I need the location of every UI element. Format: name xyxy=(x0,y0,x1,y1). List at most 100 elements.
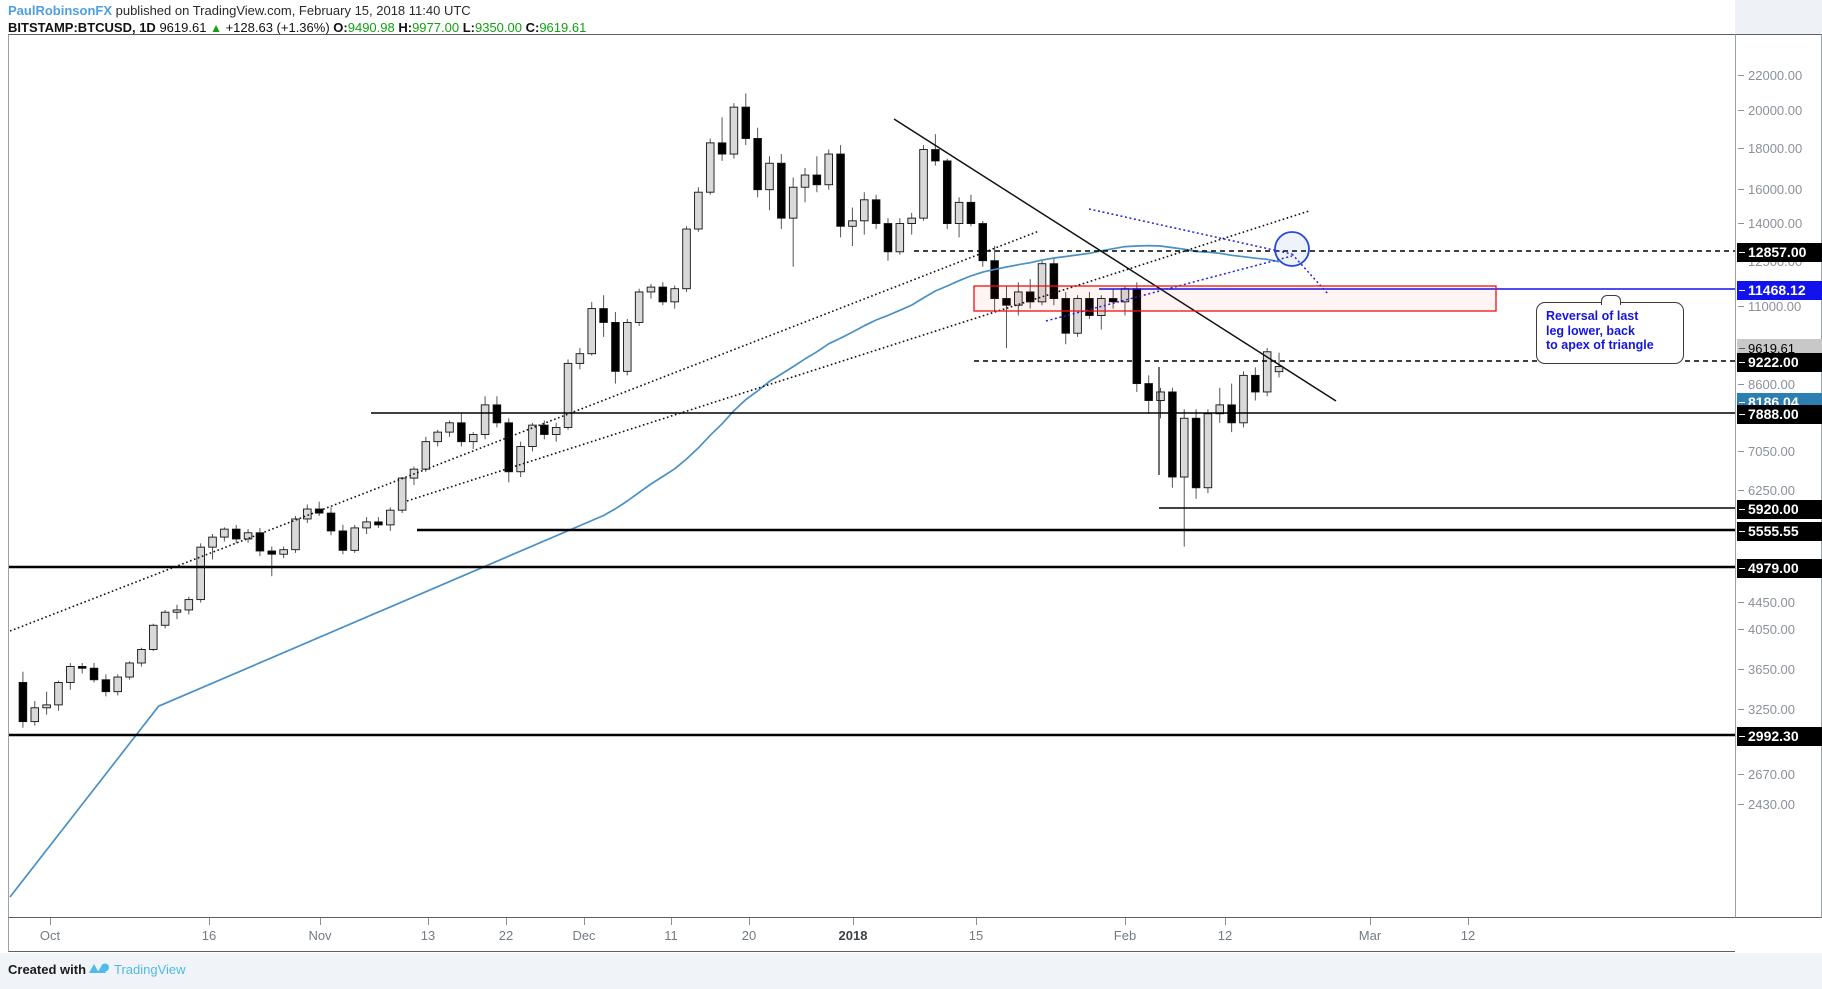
price-tick: 16000.00 xyxy=(1736,182,1802,198)
time-tick-label: 12 xyxy=(1460,928,1476,943)
candle-body xyxy=(694,191,703,230)
annotation-callout[interactable]: Reversal of last leg lower, back to apex… xyxy=(1536,295,1684,364)
price-level-label[interactable]: 11468.12 xyxy=(1737,281,1822,300)
candle-body xyxy=(646,286,656,293)
footer-bar: Created with TradingView xyxy=(0,953,1822,989)
candle-body xyxy=(1014,291,1023,306)
candle-body xyxy=(314,508,324,514)
price-change: +128.63 (+1.36%) xyxy=(225,20,330,35)
candle-body xyxy=(895,223,905,253)
candle-body xyxy=(1085,298,1094,316)
candle-body xyxy=(658,286,668,303)
candle-series xyxy=(18,93,1284,728)
candle-body xyxy=(433,431,442,443)
candle-body xyxy=(551,426,561,435)
candle-body xyxy=(528,424,537,447)
price-level-label[interactable]: 7888.00 xyxy=(1737,405,1822,424)
candle-body xyxy=(717,142,727,155)
time-scale[interactable]: Oct 16 Nov 13 22 Dec 11 20 2018 15 Feb 12 Mar 12 xyxy=(8,918,1735,952)
long-term-uptrend-line xyxy=(9,230,1040,632)
candle-body xyxy=(350,527,359,551)
candle-body xyxy=(1191,417,1201,489)
time-tick-mark xyxy=(1370,918,1371,925)
candle-body xyxy=(1144,383,1153,401)
time-tick-label: 2018 xyxy=(838,928,868,943)
candle-body xyxy=(77,666,87,669)
apex-circle xyxy=(1274,231,1310,267)
candle-body xyxy=(1239,374,1248,424)
candle-body xyxy=(516,446,525,473)
time-tick-mark xyxy=(506,918,507,925)
candle-body xyxy=(788,186,798,219)
candle-body xyxy=(836,153,845,227)
candle-body xyxy=(492,404,502,424)
candle-body xyxy=(623,322,632,372)
candle-body xyxy=(1168,391,1177,478)
author-name[interactable]: PaulRobinsonFX xyxy=(8,3,112,18)
price-tick: 7050.00 xyxy=(1736,444,1795,460)
candle-body xyxy=(1073,298,1082,334)
triangle-apex-leg xyxy=(1291,253,1330,296)
price-level-label[interactable]: 5920.00 xyxy=(1737,500,1822,519)
open-value: 9490.98 xyxy=(347,20,395,35)
candle-body xyxy=(848,220,857,227)
time-tick-mark xyxy=(1468,918,1469,925)
candle-body xyxy=(374,521,383,526)
candle-body xyxy=(421,441,431,470)
candle-body xyxy=(172,609,182,613)
candle-body xyxy=(753,138,762,191)
price-scale[interactable]: 22000.00 20000.00 18000.00 16000.00 14000.00… xyxy=(1735,34,1822,918)
candle-body xyxy=(812,174,822,186)
price-tick: 3650.00 xyxy=(1736,662,1795,678)
candle-body xyxy=(42,704,51,709)
candle-body xyxy=(137,649,146,664)
price-level-label[interactable]: 12857.00 xyxy=(1737,243,1822,262)
price-tick: 2670.00 xyxy=(1736,767,1795,783)
candle-body xyxy=(160,611,170,626)
price-level-label[interactable]: 9222.00 xyxy=(1737,353,1822,372)
scale-corner xyxy=(1735,918,1822,953)
candle-body xyxy=(931,149,940,162)
close-label: C: xyxy=(525,20,540,35)
publish-text: published on TradingView.com, February 1… xyxy=(112,3,471,18)
time-tick-mark xyxy=(320,918,321,925)
candlestick-chart xyxy=(9,93,1735,898)
created-with-label: Created with xyxy=(8,962,87,977)
candle-body xyxy=(824,153,833,186)
symbol-label[interactable]: BITSTAMP:BTCUSD, 1D xyxy=(8,20,156,35)
moving-average-line xyxy=(9,244,1280,898)
high-value: 9977.00 xyxy=(412,20,460,35)
last-price: 9619.61 xyxy=(159,20,207,35)
candle-body xyxy=(1179,417,1189,478)
time-tick-label: 22 xyxy=(498,928,514,943)
candle-body xyxy=(883,223,893,253)
candle-body xyxy=(504,422,514,473)
up-triangle-icon: ▲ xyxy=(210,21,222,35)
candle-body xyxy=(231,528,241,540)
candle-body xyxy=(30,707,40,723)
candle-body xyxy=(1025,291,1035,303)
price-level-label[interactable]: 2992.30 xyxy=(1737,727,1822,746)
time-tick-label: 12 xyxy=(1217,928,1233,943)
candle-body xyxy=(113,676,122,693)
moving-average-path xyxy=(9,244,1280,898)
candle-body xyxy=(907,217,916,224)
candle-body xyxy=(184,599,194,611)
resistance-zone-box xyxy=(973,285,1497,312)
candle-body xyxy=(1203,413,1213,489)
tradingview-brand[interactable]: TradingView xyxy=(114,962,186,977)
price-tick: 2430.00 xyxy=(1736,797,1795,813)
candle-body xyxy=(279,549,288,555)
candle-body xyxy=(386,509,395,526)
chart-plot-area[interactable] xyxy=(8,34,1735,918)
price-level-label[interactable]: 4979.00 xyxy=(1737,559,1822,578)
candle-body xyxy=(255,532,265,552)
candle-body xyxy=(777,162,786,219)
candle-body xyxy=(338,530,348,551)
price-level-label[interactable]: 5555.55 xyxy=(1737,522,1822,541)
candle-body xyxy=(220,528,229,538)
candle-body xyxy=(291,518,300,551)
candle-body xyxy=(125,662,134,678)
time-tick-mark xyxy=(50,918,51,925)
candle-body xyxy=(1227,404,1236,424)
